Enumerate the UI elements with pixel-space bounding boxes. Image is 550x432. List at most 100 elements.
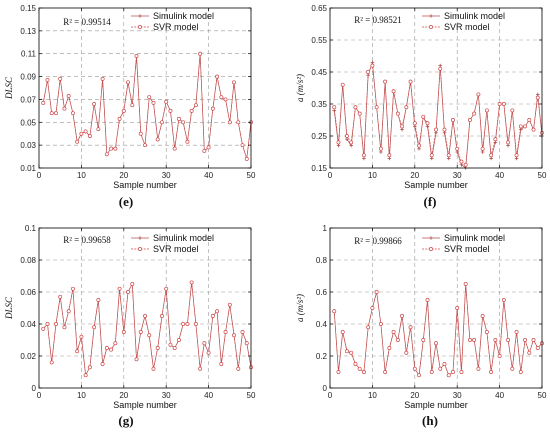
data-point-svr [340,82,345,87]
y-tick-label: 0.07 [20,95,36,104]
data-point-svr [160,120,164,125]
x-tick-label: 30 [162,171,171,180]
y-tick-label: 0.25 [311,132,327,141]
data-point-svr [332,309,337,314]
x-tick-label: 10 [77,391,86,400]
data-point-svr [349,350,354,355]
data-point-svr [79,334,84,339]
data-point-svr [109,146,114,151]
legend-label-simulink: Simulink model [153,11,214,21]
data-point-svr [349,140,354,145]
data-point-simulink [345,137,349,141]
data-point-svr [374,290,379,294]
data-point-svr [236,366,241,371]
data-point-svr [223,97,228,102]
data-point-simulink [455,150,459,154]
data-point-svr [510,108,515,113]
data-point-svr [434,127,438,132]
data-point-svr [130,282,135,286]
data-point-svr [160,314,164,318]
data-point-simulink [438,63,443,68]
data-point-svr [227,120,232,125]
data-point-svr [41,326,46,331]
data-point-svr [463,162,468,167]
data-point-svr [172,146,177,151]
data-point-svr [514,330,519,334]
data-point-svr [70,286,75,291]
data-point-simulink [400,127,404,132]
y-tick-label: 0.1 [25,224,37,233]
data-point-svr [58,294,63,299]
data-point-svr [429,153,434,158]
data-point-svr [113,341,118,346]
data-point-svr [417,143,421,148]
data-point-svr [70,111,75,116]
data-point-svr [240,143,245,148]
data-point-svr [113,146,118,151]
data-point-svr [476,366,481,371]
data-point-svr [232,333,236,338]
data-point-svr [361,370,366,374]
data-point-svr [100,76,105,81]
y-tick-label: 0.45 [311,68,327,77]
x-tick-label: 0 [328,391,333,400]
data-point-svr [421,114,426,119]
panel-letter-g: (g) [118,413,133,428]
data-point-svr [417,373,421,378]
chart-panel-f: 0.15 0.25 0.35 0.45 0.55 0.65 0 10 20 30 40 50 Sampl… [295,4,547,190]
data-point-svr [45,322,50,326]
data-point-svr [501,298,506,302]
data-point-svr [45,78,50,82]
data-point-svr [412,121,417,126]
data-point-svr [455,306,460,310]
legend-label-simulink: Simulink model [153,233,214,243]
y-tick-label: 0.04 [20,320,36,329]
data-point-svr [425,121,430,126]
data-point-svr [523,338,527,342]
data-point-svr [164,286,169,291]
data-point-svr [489,153,494,158]
data-point-svr [497,102,502,106]
y-tick-label: 0 [32,384,37,393]
data-point-svr [62,106,67,111]
data-point-svr [400,314,405,318]
data-point-svr [446,373,451,378]
data-point-svr [336,140,341,145]
data-point-svr [404,350,409,355]
data-point-svr [387,153,392,158]
data-point-svr [138,330,143,334]
data-point-svr [400,124,405,129]
y-axis-label: DLSC [4,296,14,320]
data-point-simulink [425,124,430,129]
data-point-simulink [349,143,353,148]
data-point-svr [100,362,105,366]
data-point-svr [353,362,358,366]
panel-letter-f: (f) [424,194,437,209]
x-axis-label: Sample number [404,180,468,190]
legend-marker-svr [429,247,433,251]
data-point-svr [391,89,396,94]
data-point-svr [143,143,147,148]
x-tick-label: 40 [204,171,213,180]
y-tick-label: 0.03 [20,141,36,150]
data-point-svr [202,148,207,153]
r-squared-annotation: R² = 0.98521 [354,15,402,25]
data-point-svr [117,286,122,291]
x-tick-label: 20 [119,171,128,180]
data-point-svr [138,131,143,136]
series-line-simulink [333,283,543,377]
data-point-svr [366,70,371,74]
data-point-simulink [442,131,447,135]
legend-marker-simulink [429,236,433,240]
y-tick-label: 0.2 [316,352,328,361]
data-point-simulink [413,124,417,129]
series-line-svr [333,64,543,166]
data-point-svr [151,366,156,371]
data-point-svr [510,366,515,371]
data-point-simulink [370,60,375,65]
x-axis-label: Sample number [113,400,177,410]
data-point-svr [219,362,224,366]
data-point-svr [49,111,54,116]
data-point-svr [164,99,169,104]
